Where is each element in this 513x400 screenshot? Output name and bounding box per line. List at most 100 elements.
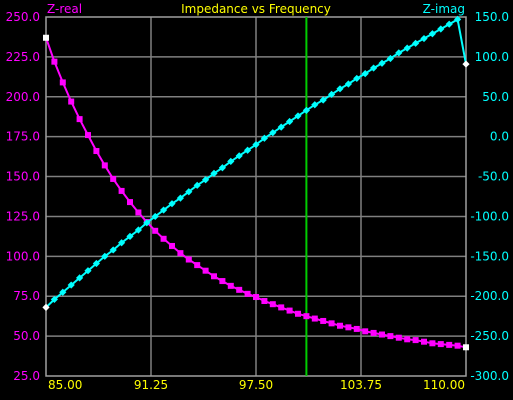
data-point[interactable] <box>370 64 378 72</box>
data-point[interactable] <box>110 175 117 182</box>
data-point[interactable] <box>59 288 67 296</box>
data-point[interactable] <box>311 315 318 322</box>
data-point[interactable] <box>353 325 360 332</box>
data-point[interactable] <box>135 209 142 216</box>
data-point[interactable] <box>370 329 377 336</box>
data-point[interactable] <box>134 226 142 234</box>
data-point[interactable] <box>152 227 159 234</box>
data-point[interactable] <box>227 157 235 165</box>
data-point[interactable] <box>362 328 369 335</box>
data-point[interactable] <box>50 295 58 304</box>
data-point[interactable] <box>379 331 385 338</box>
data-point[interactable] <box>445 20 453 28</box>
data-point[interactable] <box>311 101 319 109</box>
data-point[interactable] <box>344 80 352 88</box>
data-point[interactable] <box>118 239 126 247</box>
data-point[interactable] <box>353 74 361 83</box>
data-point[interactable] <box>85 132 91 139</box>
data-point[interactable] <box>303 313 310 320</box>
data-point[interactable] <box>463 344 469 351</box>
data-point[interactable] <box>235 152 243 160</box>
data-point[interactable] <box>202 267 209 274</box>
data-point[interactable] <box>160 206 168 214</box>
data-point[interactable] <box>286 117 294 126</box>
data-point[interactable] <box>328 320 335 327</box>
data-point[interactable] <box>244 146 252 154</box>
data-point[interactable] <box>176 194 184 202</box>
data-point[interactable] <box>51 58 58 65</box>
data-point[interactable] <box>218 164 226 172</box>
data-point[interactable] <box>202 176 210 184</box>
data-point[interactable] <box>336 85 344 93</box>
data-point[interactable] <box>193 181 201 189</box>
data-point[interactable] <box>211 273 217 280</box>
data-point[interactable] <box>93 148 100 155</box>
data-point[interactable] <box>337 322 343 329</box>
data-point[interactable] <box>328 90 336 98</box>
data-point[interactable] <box>261 298 268 305</box>
data-point[interactable] <box>320 317 327 324</box>
data-point[interactable] <box>84 267 92 275</box>
data-point[interactable] <box>386 54 394 63</box>
data-point[interactable] <box>437 341 444 348</box>
data-point[interactable] <box>421 338 427 345</box>
data-point[interactable] <box>160 235 167 242</box>
data-point[interactable] <box>169 242 175 249</box>
data-point[interactable] <box>177 250 184 257</box>
data-point[interactable] <box>76 116 83 123</box>
data-point[interactable] <box>302 106 310 114</box>
data-point[interactable] <box>462 60 470 68</box>
data-point[interactable] <box>219 278 226 285</box>
data-point[interactable] <box>420 34 428 43</box>
data-point[interactable] <box>151 212 159 221</box>
data-point[interactable] <box>59 79 66 86</box>
data-point[interactable] <box>168 200 176 208</box>
data-point[interactable] <box>295 310 301 317</box>
data-point[interactable] <box>260 134 268 142</box>
data-point[interactable] <box>319 96 327 104</box>
data-point[interactable] <box>437 25 445 33</box>
data-point[interactable] <box>127 199 133 206</box>
data-point[interactable] <box>194 262 201 269</box>
data-point[interactable] <box>429 340 436 347</box>
data-point[interactable] <box>101 162 108 169</box>
data-point[interactable] <box>454 342 461 349</box>
data-point[interactable] <box>143 219 151 227</box>
data-point[interactable] <box>345 324 352 331</box>
data-point[interactable] <box>92 259 100 268</box>
data-point[interactable] <box>277 123 285 131</box>
data-point[interactable] <box>286 307 293 314</box>
data-point[interactable] <box>43 34 49 41</box>
data-point[interactable] <box>403 44 411 52</box>
data-point[interactable] <box>236 286 243 293</box>
data-point[interactable] <box>269 301 276 308</box>
data-point[interactable] <box>378 59 386 67</box>
data-point[interactable] <box>252 141 260 149</box>
data-point[interactable] <box>395 334 402 341</box>
data-point[interactable] <box>68 98 75 105</box>
data-point[interactable] <box>361 70 369 78</box>
data-point[interactable] <box>244 290 251 297</box>
data-point[interactable] <box>404 336 411 343</box>
data-point[interactable] <box>387 333 394 340</box>
data-point[interactable] <box>412 39 420 47</box>
data-point[interactable] <box>269 129 277 137</box>
data-point[interactable] <box>395 49 403 57</box>
data-point[interactable] <box>253 294 259 301</box>
data-point[interactable] <box>227 282 234 289</box>
data-point[interactable] <box>446 341 453 348</box>
data-point[interactable] <box>101 252 109 260</box>
data-point[interactable] <box>210 169 218 177</box>
data-point[interactable] <box>126 232 134 240</box>
data-point[interactable] <box>109 246 117 254</box>
data-point[interactable] <box>118 187 125 194</box>
data-point[interactable] <box>76 274 84 282</box>
data-point[interactable] <box>294 112 302 120</box>
data-point[interactable] <box>67 281 75 289</box>
data-point[interactable] <box>428 30 436 38</box>
data-point[interactable] <box>278 304 285 311</box>
data-point[interactable] <box>412 337 419 344</box>
data-point[interactable] <box>185 188 193 196</box>
data-point[interactable] <box>42 303 50 311</box>
data-point[interactable] <box>185 256 192 263</box>
